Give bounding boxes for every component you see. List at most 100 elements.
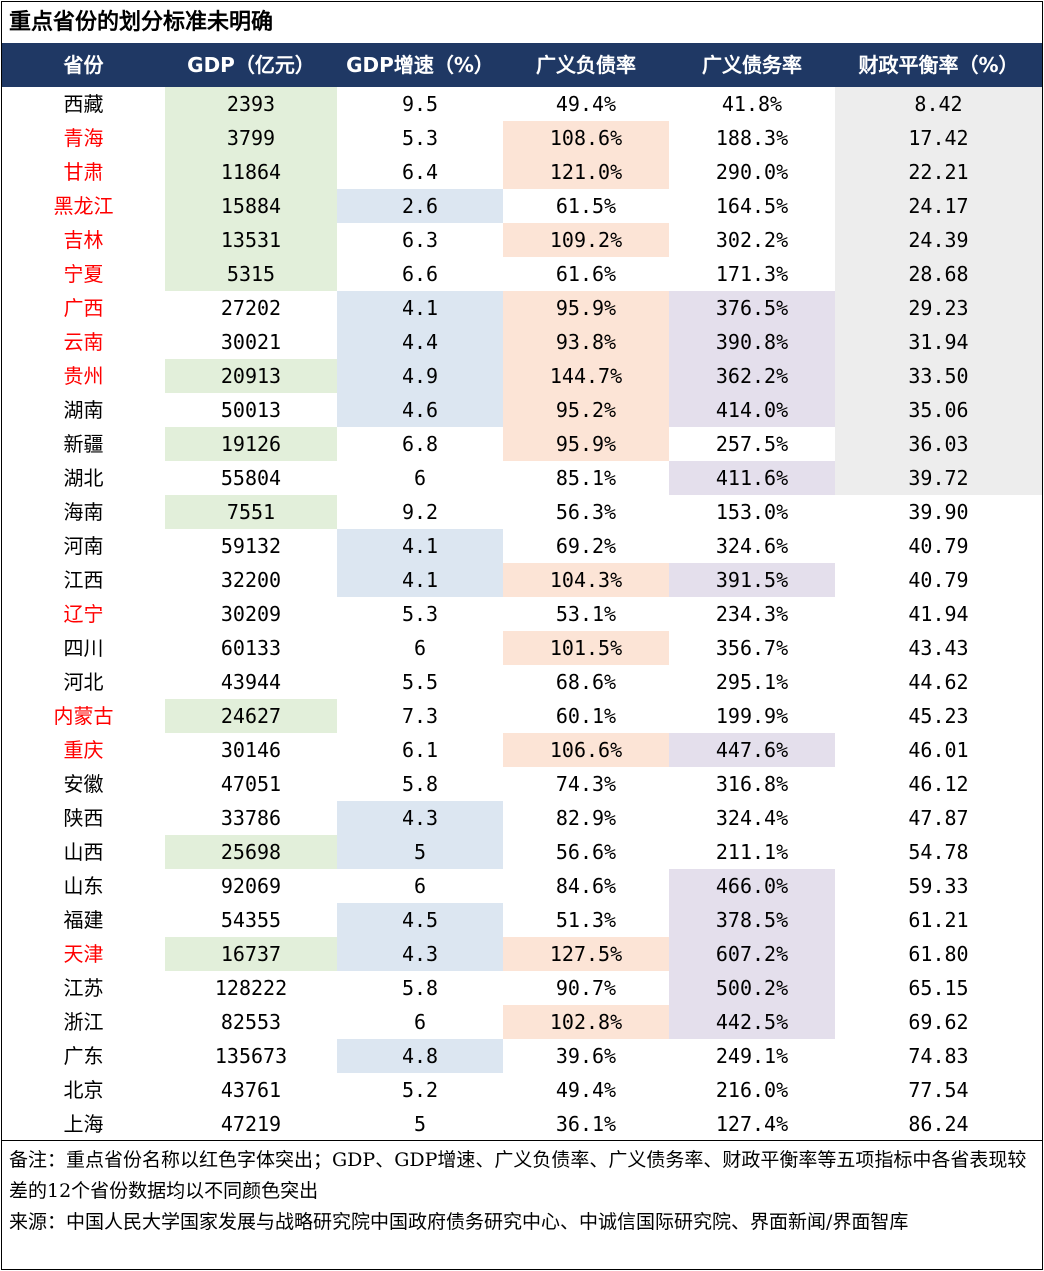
cell-debt-ratio: 127.5% — [503, 937, 669, 971]
source-note: 来源：中国人民大学国家发展与战略研究院中国政府债务研究中心、中诚信国际研究院、界… — [9, 1211, 909, 1233]
cell-balance-ratio: 35.06 — [835, 393, 1042, 427]
cell-province: 北京 — [63, 1078, 104, 1102]
cell-balance-ratio: 47.87 — [908, 806, 969, 830]
cell-gdp: 25698 — [165, 835, 337, 869]
table-row: 吉林 13531 6.3 109.2% 302.2% 24.39 — [2, 223, 1042, 257]
cell-province: 青海 — [63, 126, 104, 150]
cell-province: 河南 — [63, 534, 104, 558]
table-row: 河南 59132 4.1 69.2% 324.6% 40.79 — [2, 529, 1042, 563]
cell-obligation-ratio: 356.7% — [715, 636, 789, 660]
cell-debt-ratio: 84.6% — [555, 874, 617, 898]
cell-obligation-ratio: 257.5% — [715, 432, 789, 456]
cell-debt-ratio: 61.6% — [555, 262, 617, 286]
cell-gdp: 13531 — [165, 223, 337, 257]
cell-obligation-ratio: 164.5% — [715, 194, 789, 218]
cell-province: 西藏 — [63, 92, 104, 116]
cell-province: 吉林 — [63, 228, 104, 252]
cell-debt-ratio: 144.7% — [503, 359, 669, 393]
cell-gdp-growth: 6 — [413, 874, 427, 898]
cell-debt-ratio: 95.9% — [503, 291, 669, 325]
cell-obligation-ratio: 188.3% — [715, 126, 789, 150]
cell-gdp-growth: 5.2 — [401, 1078, 439, 1102]
cell-gdp-growth: 5.8 — [401, 976, 439, 1000]
cell-balance-ratio: 74.83 — [908, 1044, 969, 1068]
cell-debt-ratio: 53.1% — [555, 602, 617, 626]
cell-province: 内蒙古 — [53, 704, 114, 728]
cell-province: 福建 — [63, 908, 104, 932]
cell-debt-ratio: 82.9% — [555, 806, 617, 830]
cell-gdp-growth: 4.1 — [337, 563, 503, 597]
table-row: 青海 3799 5.3 108.6% 188.3% 17.42 — [2, 121, 1042, 155]
cell-obligation-ratio: 414.0% — [669, 393, 835, 427]
cell-province: 黑龙江 — [53, 194, 114, 218]
cell-balance-ratio: 77.54 — [908, 1078, 969, 1102]
cell-obligation-ratio: 216.0% — [715, 1078, 789, 1102]
cell-province: 江苏 — [63, 976, 104, 1000]
table-row: 云南 30021 4.4 93.8% 390.8% 31.94 — [2, 325, 1042, 359]
cell-balance-ratio: 61.80 — [908, 942, 969, 966]
cell-gdp-growth: 4.1 — [337, 529, 503, 563]
cell-debt-ratio: 49.4% — [555, 92, 617, 116]
table-row: 海南 7551 9.2 56.3% 153.0% 39.90 — [2, 495, 1042, 529]
cell-province: 河北 — [63, 670, 104, 694]
cell-gdp-growth: 6.8 — [401, 432, 439, 456]
cell-gdp-growth: 6.3 — [401, 228, 439, 252]
cell-gdp: 27202 — [220, 296, 282, 320]
cell-gdp-growth: 7.3 — [401, 704, 439, 728]
cell-gdp-growth: 9.2 — [401, 500, 439, 524]
cell-gdp-growth: 5.5 — [401, 670, 439, 694]
cell-province: 湖北 — [63, 466, 104, 490]
cell-debt-ratio: 60.1% — [555, 704, 617, 728]
cell-gdp: 60133 — [220, 636, 282, 660]
cell-balance-ratio: 43.43 — [908, 636, 969, 660]
cell-debt-ratio: 85.1% — [555, 466, 617, 490]
cell-province: 广西 — [63, 296, 104, 320]
cell-gdp-growth: 6 — [413, 466, 427, 490]
table-row: 陕西 33786 4.3 82.9% 324.4% 47.87 — [2, 801, 1042, 835]
cell-gdp: 30146 — [220, 738, 282, 762]
cell-balance-ratio: 39.72 — [835, 461, 1042, 495]
cell-debt-ratio: 61.5% — [555, 194, 617, 218]
cell-balance-ratio: 40.79 — [908, 534, 969, 558]
cell-gdp-growth: 5.3 — [401, 126, 439, 150]
table-row: 安徽 47051 5.8 74.3% 316.8% 46.12 — [2, 767, 1042, 801]
cell-balance-ratio: 41.94 — [908, 602, 969, 626]
cell-obligation-ratio: 607.2% — [669, 937, 835, 971]
cell-province: 安徽 — [63, 772, 104, 796]
page-title: 重点省份的划分标准未明确 — [9, 9, 274, 35]
cell-province: 天津 — [63, 942, 104, 966]
cell-obligation-ratio: 411.6% — [669, 461, 835, 495]
cell-debt-ratio: 56.6% — [555, 840, 617, 864]
cell-balance-ratio: 24.17 — [835, 189, 1042, 223]
cell-gdp: 30209 — [220, 602, 282, 626]
cell-obligation-ratio: 324.6% — [715, 534, 789, 558]
cell-obligation-ratio: 378.5% — [669, 903, 835, 937]
cell-obligation-ratio: 447.6% — [669, 733, 835, 767]
cell-gdp-growth: 5 — [413, 1112, 427, 1136]
cell-gdp-growth: 4.1 — [337, 291, 503, 325]
cell-province: 甘肃 — [63, 160, 104, 184]
header-gdp: GDP（亿元） — [187, 53, 315, 77]
cell-obligation-ratio: 153.0% — [715, 500, 789, 524]
cell-gdp: 47219 — [220, 1112, 282, 1136]
cell-obligation-ratio: 41.8% — [721, 92, 783, 116]
cell-gdp: 50013 — [220, 398, 282, 422]
cell-debt-ratio: 51.3% — [555, 908, 617, 932]
cell-balance-ratio: 61.21 — [908, 908, 969, 932]
cell-gdp-growth: 4.3 — [337, 937, 503, 971]
cell-balance-ratio: 46.01 — [908, 738, 969, 762]
cell-province: 宁夏 — [63, 262, 104, 286]
cell-gdp: 33786 — [220, 806, 282, 830]
cell-obligation-ratio: 302.2% — [715, 228, 789, 252]
cell-balance-ratio: 24.39 — [835, 223, 1042, 257]
cell-gdp: 92069 — [220, 874, 282, 898]
table-row: 山西 25698 5 56.6% 211.1% 54.78 — [2, 835, 1042, 869]
cell-province: 新疆 — [63, 432, 104, 456]
table-row: 北京 43761 5.2 49.4% 216.0% 77.54 — [2, 1073, 1042, 1107]
cell-obligation-ratio: 295.1% — [715, 670, 789, 694]
cell-gdp-growth: 5.3 — [401, 602, 439, 626]
table-row: 广西 27202 4.1 95.9% 376.5% 29.23 — [2, 291, 1042, 325]
cell-province: 浙江 — [63, 1010, 104, 1034]
header-debt-ratio: 广义负债率 — [536, 53, 636, 77]
cell-gdp: 54355 — [220, 908, 282, 932]
